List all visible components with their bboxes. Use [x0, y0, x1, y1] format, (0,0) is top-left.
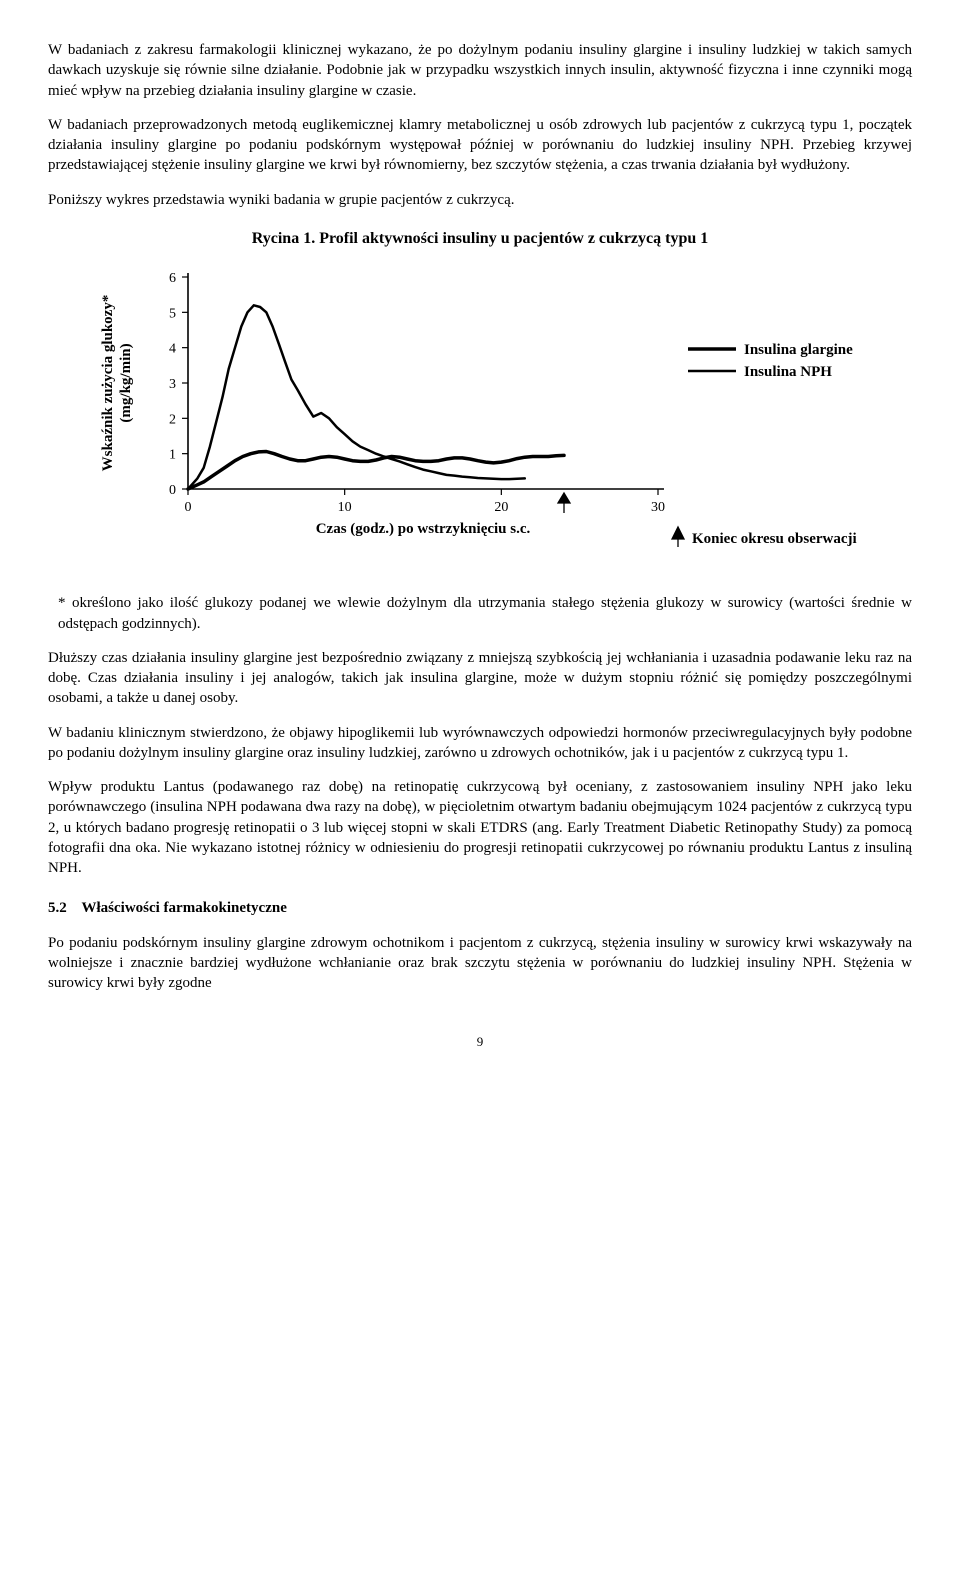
- section-heading-5-2: 5.2 Właściwości farmakokinetyczne: [48, 898, 912, 918]
- paragraph-7: Wpływ produktu Lantus (podawanego raz do…: [48, 777, 912, 878]
- svg-text:Koniec okresu obserwacji: Koniec okresu obserwacji: [692, 531, 857, 547]
- paragraph-2: W badaniach przeprowadzonych metodą eugl…: [48, 115, 912, 176]
- svg-text:10: 10: [338, 500, 352, 515]
- page-number: 9: [48, 1033, 912, 1051]
- svg-text:0: 0: [169, 483, 176, 498]
- paragraph-5: Dłuższy czas działania insuliny glargine…: [48, 648, 912, 709]
- paragraph-3: Poniższy wykres przedstawia wyniki badan…: [48, 190, 912, 210]
- svg-text:Insulina NPH: Insulina NPH: [744, 364, 832, 380]
- svg-text:4: 4: [169, 342, 176, 357]
- svg-text:2: 2: [169, 413, 176, 428]
- svg-text:Wskaźnik zużycia glukozy*: Wskaźnik zużycia glukozy*: [100, 295, 116, 472]
- svg-text:20: 20: [494, 500, 508, 515]
- chart-title: Rycina 1. Profil aktywności insuliny u p…: [48, 228, 912, 250]
- svg-text:0: 0: [185, 500, 192, 515]
- paragraph-8: Po podaniu podskórnym insuliny glargine …: [48, 933, 912, 994]
- section-number: 5.2: [48, 900, 67, 916]
- chart-footnote: * określono jako ilość glukozy podanej w…: [58, 593, 912, 634]
- svg-text:5: 5: [169, 307, 176, 322]
- activity-chart: 0 1 2 3 4 5 6 0 10 20 30 Wskaźnik zużycia glukozy*(…: [78, 259, 898, 569]
- svg-text:Insulina glargine: Insulina glargine: [744, 342, 853, 358]
- section-title: Właściwości farmakokinetyczne: [81, 900, 286, 916]
- svg-text:3: 3: [169, 377, 176, 392]
- svg-text:(mg/kg/min): (mg/kg/min): [118, 344, 134, 423]
- paragraph-6: W badaniu klinicznym stwierdzono, że obj…: [48, 723, 912, 764]
- svg-text:30: 30: [651, 500, 665, 515]
- svg-text:6: 6: [169, 271, 176, 286]
- svg-text:Czas (godz.) po wstrzyknięciu: Czas (godz.) po wstrzyknięciu s.c.: [316, 521, 531, 537]
- paragraph-1: W badaniach z zakresu farmakologii klini…: [48, 40, 912, 101]
- svg-text:1: 1: [169, 448, 176, 463]
